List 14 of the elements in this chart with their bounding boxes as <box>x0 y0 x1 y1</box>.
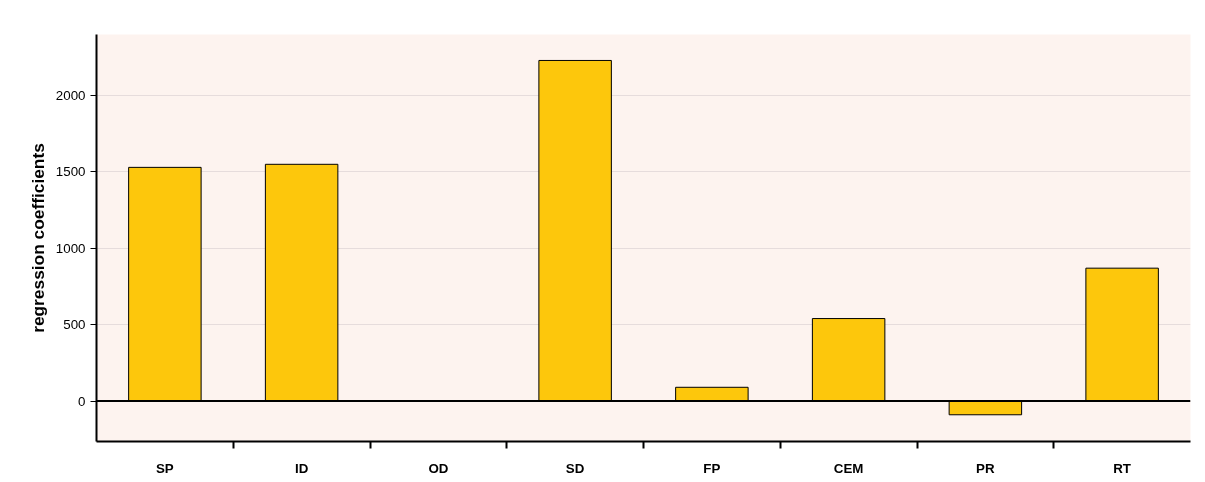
y-tick-label: 500 <box>63 317 86 333</box>
y-axis-title: regression coefficients <box>27 143 48 333</box>
x-tick-label: ID <box>294 460 309 476</box>
x-tick-label: SP <box>155 460 174 476</box>
x-tick-label: OD <box>428 460 449 476</box>
x-tick-label: FP <box>703 460 721 476</box>
x-tick-label: PR <box>976 460 996 476</box>
y-tick-label: 0 <box>78 393 86 409</box>
x-tick-label: SD <box>565 460 585 476</box>
y-tick-label: 2000 <box>55 88 86 104</box>
x-tick-label: RT <box>1113 460 1132 476</box>
y-tick-label: 1000 <box>55 240 86 256</box>
y-tick-label: 1500 <box>55 164 86 180</box>
x-tick-label: CEM <box>833 460 864 476</box>
